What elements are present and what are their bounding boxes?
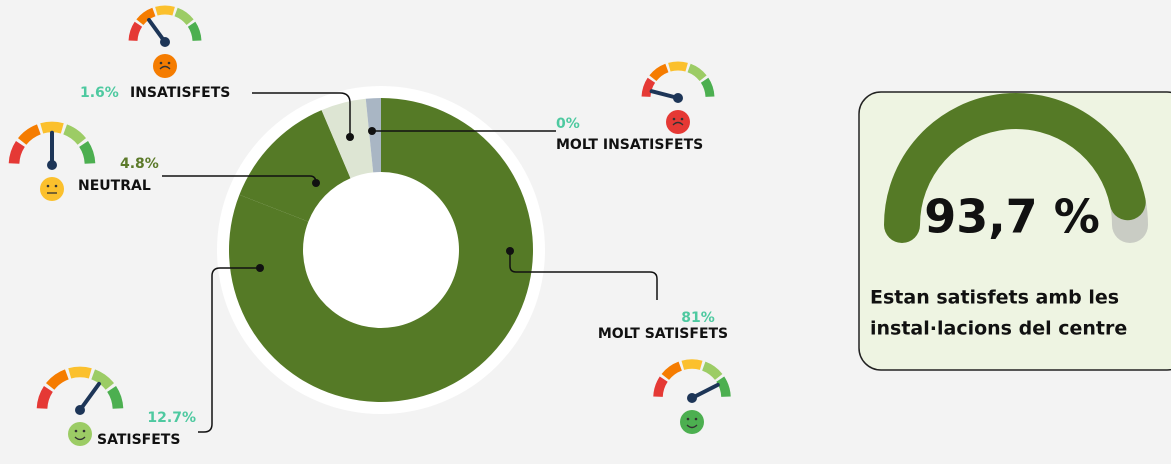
leader-dot bbox=[312, 179, 320, 187]
category-label: MOLT SATISFETS bbox=[598, 326, 728, 342]
gauge-segment bbox=[649, 63, 669, 82]
leader-line bbox=[252, 92, 351, 137]
face-eye bbox=[159, 61, 163, 65]
face-eye bbox=[680, 117, 684, 121]
gauge-segment bbox=[687, 63, 707, 82]
panel-text: Estan satisfets amb les bbox=[870, 287, 1119, 309]
leader-dot bbox=[506, 247, 514, 255]
gauge-value: 93,7 % bbox=[924, 190, 1100, 244]
gauge-hub bbox=[47, 160, 57, 170]
face bbox=[68, 422, 92, 446]
gauge-segment bbox=[681, 359, 703, 370]
gauge-segment bbox=[79, 140, 96, 164]
gauge-icon bbox=[641, 61, 715, 134]
gauge-segment bbox=[653, 376, 668, 398]
face-eye bbox=[167, 61, 171, 65]
gauge-bar bbox=[884, 93, 1146, 243]
face-mouth bbox=[686, 424, 698, 429]
gauge-segment bbox=[63, 124, 86, 145]
donut-slice bbox=[229, 98, 533, 402]
face-eye bbox=[82, 429, 86, 433]
gauge-hub bbox=[687, 393, 697, 403]
gauge-segment bbox=[107, 385, 124, 409]
gauge-segment bbox=[155, 5, 175, 16]
gauge-hub bbox=[673, 93, 683, 103]
leader-line bbox=[509, 251, 658, 300]
donut-slice bbox=[239, 110, 351, 222]
gauge-needle bbox=[78, 381, 101, 412]
gauge-segment bbox=[668, 61, 688, 72]
gauge-segment bbox=[91, 369, 114, 390]
donut-slice bbox=[365, 98, 381, 173]
gauge-segment bbox=[68, 366, 92, 379]
face-eye bbox=[46, 184, 50, 188]
gauge-segment bbox=[46, 369, 69, 390]
face-eye bbox=[686, 417, 690, 421]
gauge-segment bbox=[8, 140, 25, 164]
gauge-segment bbox=[174, 7, 194, 26]
category-label: MOLT INSATISFETS bbox=[556, 137, 703, 153]
gauge-segment bbox=[36, 385, 53, 409]
gauge-icon bbox=[653, 359, 731, 434]
leader-line bbox=[198, 267, 260, 433]
panel-text: instal·lacions del centre bbox=[870, 318, 1127, 340]
gauge-segment bbox=[661, 361, 683, 381]
gauge-icon bbox=[128, 5, 202, 78]
face bbox=[40, 177, 64, 201]
face-mouth bbox=[159, 65, 171, 70]
face-mouth bbox=[672, 121, 684, 126]
category-label: SATISFETS bbox=[97, 432, 180, 448]
gauge-segment bbox=[136, 7, 156, 26]
face-eye bbox=[694, 417, 698, 421]
leader-dot bbox=[256, 264, 264, 272]
value-label: 12.7% bbox=[147, 410, 196, 426]
gauge-segment bbox=[187, 21, 202, 42]
gauge-segment bbox=[716, 376, 731, 398]
gauge-icon bbox=[8, 121, 96, 201]
face-mouth bbox=[74, 436, 86, 441]
gauge-hub bbox=[160, 37, 170, 47]
leader-dot bbox=[346, 133, 354, 141]
gauge-segment bbox=[701, 361, 723, 381]
value-label: 4.8% bbox=[120, 156, 159, 172]
face-eye bbox=[74, 429, 78, 433]
value-label: 81% bbox=[681, 310, 715, 326]
gauge-icon bbox=[36, 366, 124, 446]
value-label: 0% bbox=[556, 116, 580, 132]
face-eye bbox=[672, 117, 676, 121]
gauge-segment bbox=[700, 77, 715, 98]
face-eye bbox=[54, 184, 58, 188]
category-label: INSATISFETS bbox=[130, 85, 230, 101]
leader-dot bbox=[368, 127, 376, 135]
gauge-segment bbox=[40, 121, 64, 134]
gauge-hub bbox=[75, 405, 85, 415]
gauge-segment bbox=[128, 21, 143, 42]
value-label: 1.6% bbox=[80, 85, 119, 101]
gauge-segment bbox=[641, 77, 656, 98]
gauge-segment bbox=[18, 124, 41, 145]
category-label: NEUTRAL bbox=[78, 178, 151, 194]
face bbox=[680, 410, 704, 434]
